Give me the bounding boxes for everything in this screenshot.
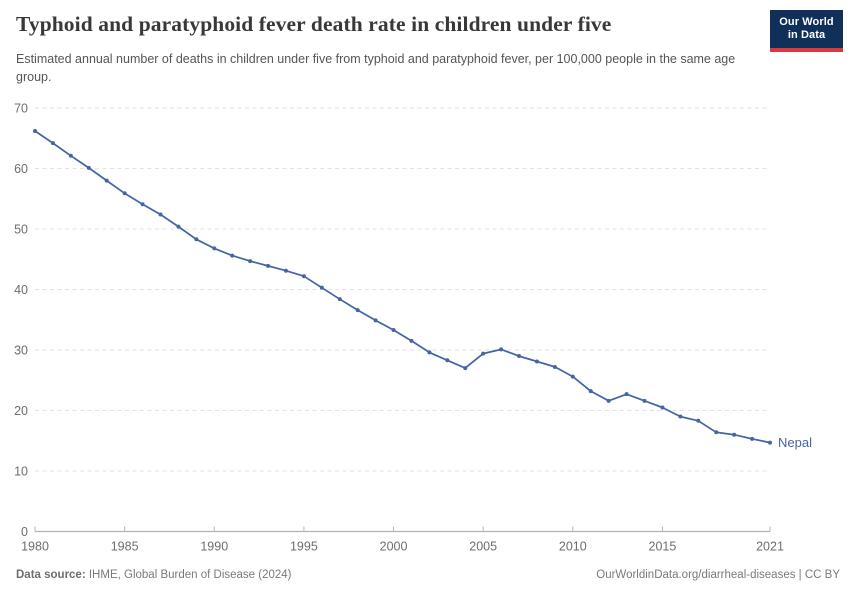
- owid-logo[interactable]: Our World in Data: [770, 10, 843, 52]
- data-point: [678, 414, 683, 419]
- data-point: [337, 297, 342, 302]
- data-point: [355, 308, 360, 313]
- y-tick-label: 20: [14, 404, 28, 418]
- data-point: [176, 224, 181, 229]
- data-point: [606, 398, 611, 403]
- x-tick-label: 2010: [559, 540, 587, 554]
- x-tick-label: 2021: [756, 540, 784, 554]
- data-source-label: Data source:: [16, 569, 86, 581]
- y-tick-label: 70: [14, 102, 28, 116]
- data-point: [517, 354, 522, 359]
- data-point: [499, 347, 504, 352]
- x-tick-label: 2005: [469, 540, 497, 554]
- data-point: [534, 359, 539, 364]
- x-tick-label: 1980: [21, 540, 49, 554]
- data-point: [266, 263, 271, 268]
- data-point: [427, 350, 432, 355]
- x-tick-label: 1990: [200, 540, 228, 554]
- data-point: [212, 246, 217, 251]
- data-point: [158, 212, 163, 217]
- data-point: [50, 141, 55, 146]
- x-tick-label: 2000: [380, 540, 408, 554]
- owid-logo-line1: Our World: [779, 16, 834, 28]
- data-point: [373, 318, 378, 323]
- y-tick-label: 60: [14, 162, 28, 176]
- data-point: [86, 165, 91, 170]
- data-point: [104, 178, 109, 183]
- y-tick-label: 0: [21, 525, 28, 539]
- license-note[interactable]: OurWorldinData.org/diarrheal-diseases | …: [596, 569, 840, 581]
- series-label-nepal[interactable]: Nepal: [778, 435, 812, 450]
- x-tick-label: 1995: [290, 540, 318, 554]
- data-point: [696, 418, 701, 423]
- data-point: [552, 364, 557, 369]
- data-point: [319, 285, 324, 290]
- data-point: [301, 274, 306, 279]
- data-point: [624, 392, 629, 397]
- data-point: [445, 358, 450, 363]
- y-tick-label: 10: [14, 465, 28, 479]
- y-tick-label: 50: [14, 223, 28, 237]
- data-source-text: IHME, Global Burden of Disease (2024): [85, 569, 292, 581]
- series-line-nepal[interactable]: [34, 130, 771, 444]
- data-point: [750, 436, 755, 441]
- data-point: [248, 259, 253, 264]
- data-point: [714, 430, 719, 435]
- data-point: [140, 202, 145, 207]
- line-chart: 0 10 20 30 40 50 60 70 1980 1985 1990 1995 2000 2005 2…: [14, 102, 812, 554]
- data-point: [33, 128, 37, 133]
- y-tick-label: 30: [14, 344, 28, 358]
- data-point: [463, 366, 468, 371]
- y-tick-label: 40: [14, 283, 28, 297]
- owid-logo-line2: in Data: [787, 29, 826, 41]
- chart-subtitle: Estimated annual number of deaths in chi…: [16, 52, 736, 85]
- data-point: [588, 389, 593, 394]
- x-tick-label: 2015: [649, 540, 677, 554]
- data-point: [409, 338, 414, 343]
- data-point: [768, 440, 772, 445]
- data-point: [194, 237, 199, 242]
- data-point: [570, 374, 575, 379]
- data-source: Data source: IHME, Global Burden of Dise…: [16, 569, 292, 581]
- data-point: [732, 432, 737, 437]
- data-point: [283, 268, 288, 273]
- data-point: [391, 328, 396, 333]
- chart-footer: Data source: IHME, Global Burden of Dise…: [16, 564, 840, 586]
- data-point: [481, 351, 486, 356]
- chart-title: Typhoid and paratyphoid fever death rate…: [16, 12, 612, 36]
- data-point: [660, 405, 665, 410]
- data-point: [68, 153, 73, 158]
- data-point: [642, 398, 647, 403]
- data-point: [122, 191, 127, 196]
- data-point: [230, 253, 235, 258]
- x-tick-label: 1985: [111, 540, 139, 554]
